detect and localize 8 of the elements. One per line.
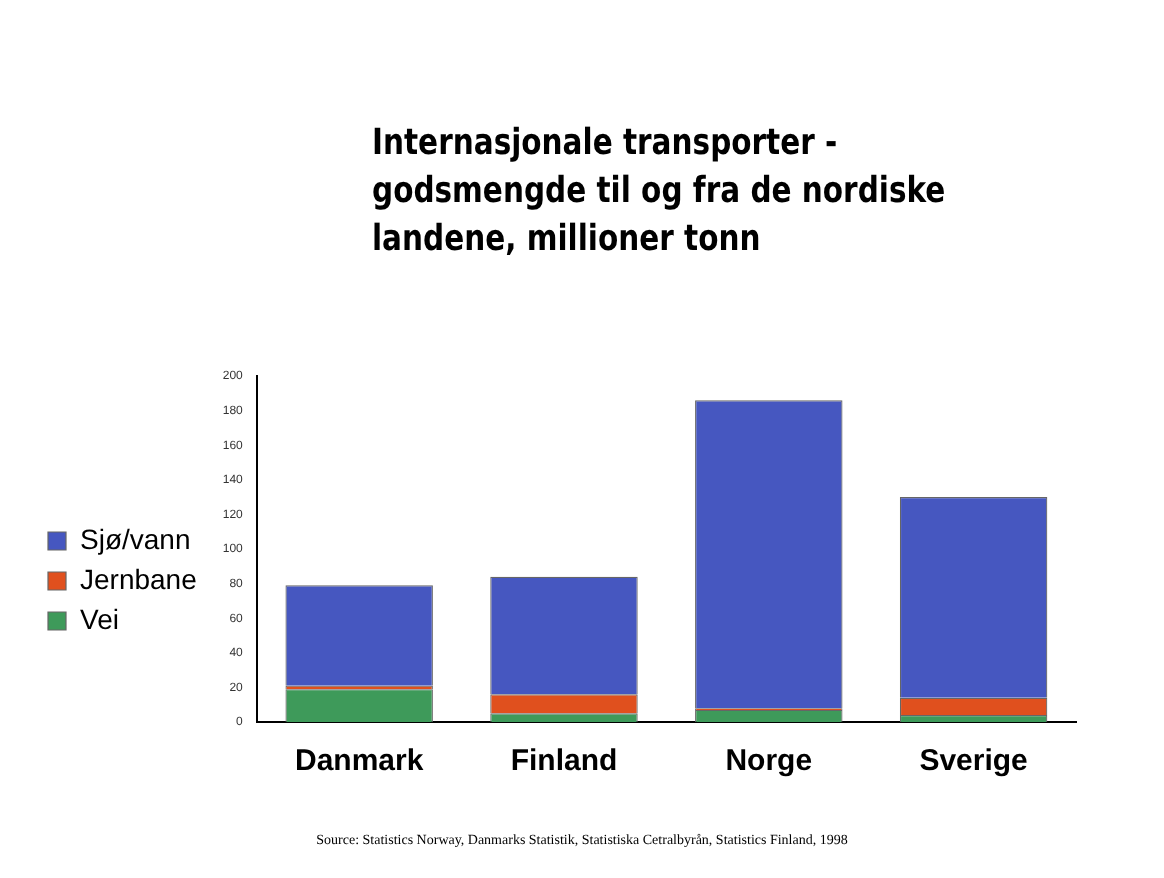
legend-label: Jernbane xyxy=(80,562,198,595)
legend-label: Vei xyxy=(80,602,119,635)
x-tick-label: Finland xyxy=(510,744,618,779)
x-tick-label: Norge xyxy=(725,744,813,779)
legend-label: Sjø/vann xyxy=(80,522,191,555)
x-tick-label: Danmark xyxy=(294,744,425,779)
x-tick-label: Sverige xyxy=(919,744,1028,779)
chart-title: Internasjonale transporter - godsmengde til og fra de nordiske landene, millioner tonn xyxy=(372,120,948,264)
